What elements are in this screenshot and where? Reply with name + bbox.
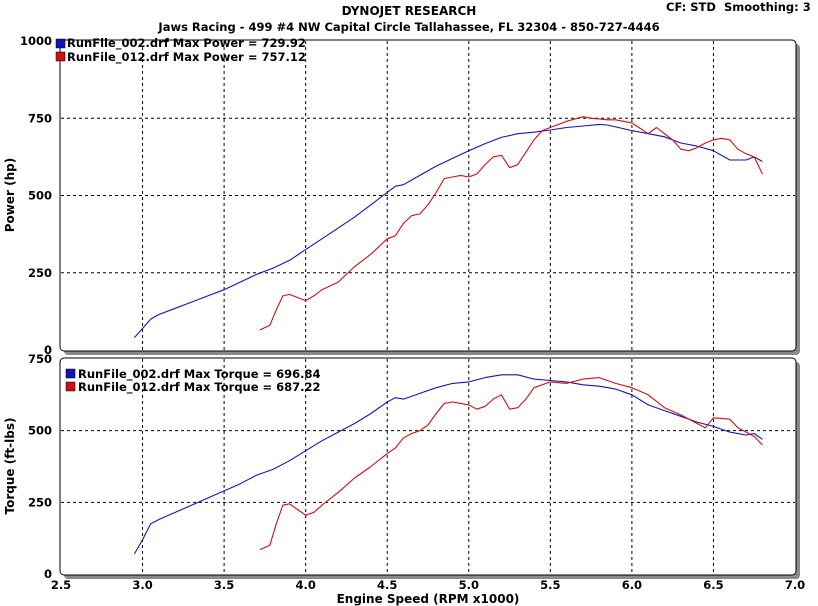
x-tick-label: 7.0 bbox=[785, 578, 805, 592]
torque-y-tick-label: 500 bbox=[28, 424, 52, 438]
power-y-axis-label: Power (hp) bbox=[3, 158, 17, 232]
torque-legend: RunFile_002.drf Max Torque = 696.84 RunF… bbox=[65, 367, 321, 395]
smoothing-label: Smoothing: 3 bbox=[724, 0, 811, 14]
power-grid bbox=[61, 41, 795, 350]
chart-subtitle: Jaws Racing - 499 #4 NW Capital Circle T… bbox=[157, 20, 659, 34]
power-legend-swatch-1 bbox=[55, 38, 66, 49]
torque-legend-swatch-1 bbox=[65, 368, 76, 379]
cf-label: CF: STD bbox=[666, 0, 716, 14]
power-legend-label-2: RunFile_012.drf Max Power = 757.12 bbox=[67, 50, 306, 65]
torque-panel-frame bbox=[59, 357, 797, 576]
power-series bbox=[133, 116, 763, 338]
x-tick-label: 3.0 bbox=[132, 578, 152, 592]
x-axis-label: Engine Speed (RPM x1000) bbox=[337, 592, 520, 606]
power-y-tick-label: 750 bbox=[28, 111, 52, 125]
torque-y-tick-label: 750 bbox=[28, 352, 52, 366]
torque-grid bbox=[61, 359, 795, 574]
torque-series bbox=[133, 374, 763, 555]
x-axis-ticks: 2.5 3.0 3.5 4.0 4.5 5.0 5.5 6.0 6.5 7.0 bbox=[51, 578, 805, 592]
power-y-tick-label: 500 bbox=[28, 189, 52, 203]
power-y-ticks: 0 250 500 750 1000 bbox=[20, 34, 52, 357]
torque-y-ticks: 0 250 500 750 bbox=[28, 352, 52, 581]
power-series-2-line bbox=[259, 116, 763, 331]
power-panel: 0 250 500 750 1000 RunFile_002.drf Max Power… bbox=[3, 34, 800, 357]
power-y-tick-label: 0 bbox=[44, 343, 52, 357]
x-tick-label: 4.5 bbox=[377, 578, 397, 592]
torque-legend-label-2: RunFile_012.drf Max Torque = 687.22 bbox=[78, 380, 321, 395]
torque-y-tick-label: 0 bbox=[44, 567, 52, 581]
torque-y-axis-label: Torque (ft-lbs) bbox=[3, 418, 17, 515]
x-tick-label: 5.0 bbox=[459, 578, 479, 592]
torque-legend-swatch-2 bbox=[65, 381, 76, 392]
x-tick-label: 4.0 bbox=[295, 578, 315, 592]
power-y-tick-label: 1000 bbox=[20, 34, 52, 48]
x-tick-label: 6.0 bbox=[622, 578, 642, 592]
torque-y-tick-label: 250 bbox=[28, 495, 52, 509]
x-tick-label: 6.5 bbox=[703, 578, 723, 592]
x-tick-label: 2.5 bbox=[51, 578, 71, 592]
chart-title: DYNOJET RESEARCH bbox=[342, 4, 477, 18]
torque-panel: 0 250 500 750 RunFile_002.drf Max Torque = … bbox=[3, 352, 800, 581]
x-tick-label: 5.5 bbox=[540, 578, 560, 592]
torque-series-2-line bbox=[259, 377, 763, 551]
torque-series-1-line bbox=[133, 374, 763, 555]
power-series-1-line bbox=[133, 123, 763, 338]
x-tick-label: 3.5 bbox=[214, 578, 234, 592]
power-legend-swatch-2 bbox=[55, 51, 66, 62]
power-legend: RunFile_002.drf Max Power = 729.92 RunFi… bbox=[55, 36, 306, 65]
torque-legend-label-1: RunFile_002.drf Max Torque = 696.84 bbox=[78, 367, 321, 382]
power-y-tick-label: 250 bbox=[28, 266, 52, 280]
power-legend-label-1: RunFile_002.drf Max Power = 729.92 bbox=[67, 36, 306, 51]
